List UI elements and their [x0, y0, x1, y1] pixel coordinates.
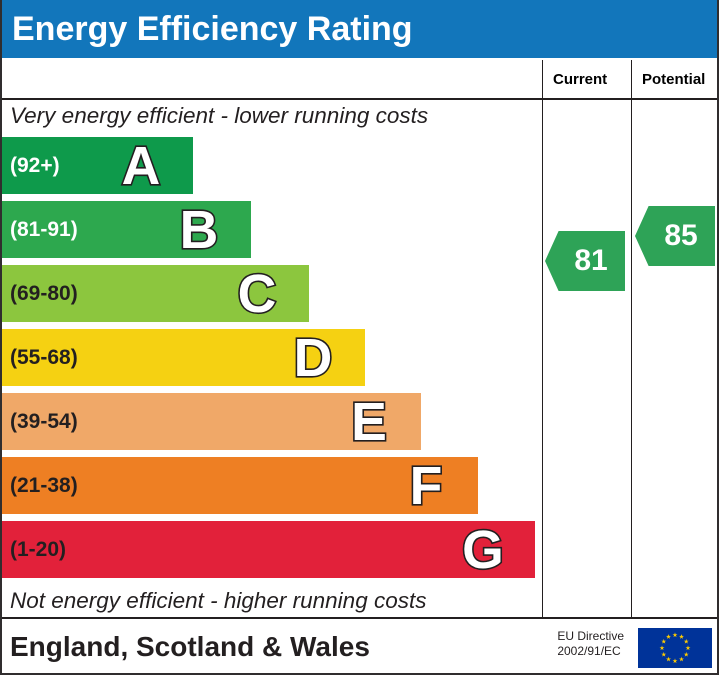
svg-text:G: G [462, 521, 504, 580]
svg-text:C: C [238, 265, 277, 324]
svg-text:B: B [180, 201, 219, 260]
svg-text:A: A [122, 137, 161, 196]
svg-text:E: E [351, 393, 387, 452]
svg-text:D: D [294, 329, 333, 388]
svg-text:F: F [410, 457, 443, 516]
